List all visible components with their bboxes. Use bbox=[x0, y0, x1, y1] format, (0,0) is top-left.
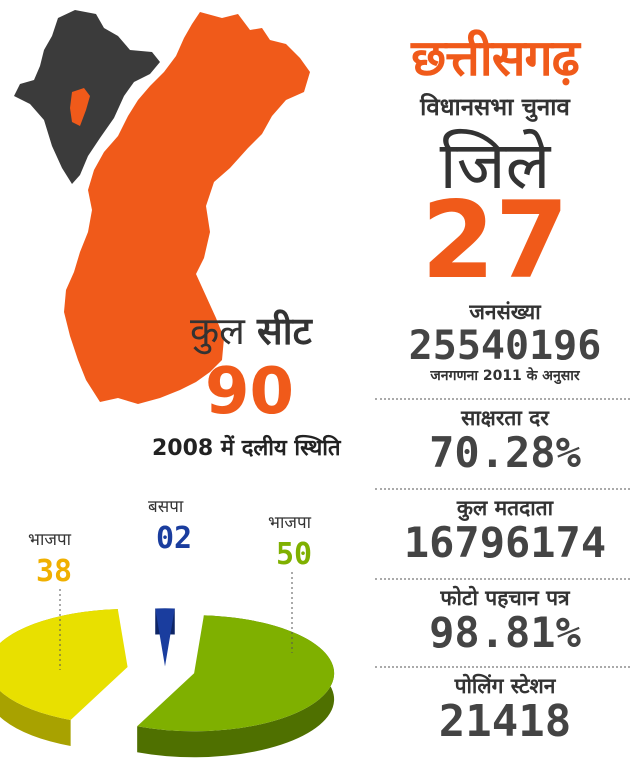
divider bbox=[375, 398, 630, 400]
stat-label: पोलिंग स्टेशन bbox=[454, 674, 556, 698]
pie-category-label: भाजपा bbox=[268, 513, 312, 533]
pie-value-label: 38 bbox=[36, 554, 72, 589]
total-seats-label-bold: सीट bbox=[257, 309, 312, 353]
pie-slice-1 bbox=[0, 609, 128, 747]
stat-note: जनगणना 2011 के अनुसार bbox=[430, 368, 580, 384]
india-state-highlight-icon bbox=[70, 88, 90, 126]
stat-value: 70.28% bbox=[429, 428, 581, 477]
stat-value: 21418 bbox=[438, 696, 572, 747]
stat-label: फोटो पहचान पत्र bbox=[440, 586, 570, 610]
party-pie-chart: भाजपा 38 बसपा 02 भाजपा 50 bbox=[0, 500, 335, 758]
divider bbox=[375, 488, 630, 490]
chhattisgarh-map-icon bbox=[64, 12, 310, 404]
party-position-title: 2008 में दलीय स्थिति bbox=[152, 436, 341, 461]
stat-voters: कुल मतदाता 16796174 bbox=[380, 494, 630, 564]
stat-population: जनसंख्या 25540196 जनगणना 2011 के अनुसार bbox=[380, 298, 630, 385]
stat-value: 25540196 bbox=[408, 323, 602, 369]
stat-label: जनसंख्या bbox=[469, 300, 541, 324]
page-subtitle: विधानसभा चुनाव bbox=[420, 93, 570, 121]
stat-value: 98.81% bbox=[429, 608, 581, 657]
stat-label: साक्षरता दर bbox=[461, 406, 549, 430]
total-seats-label: कुल सीट bbox=[190, 304, 312, 356]
map-graphic bbox=[14, 10, 310, 404]
stat-label: कुल मतदाता bbox=[456, 496, 554, 520]
pie-category-label: बसपा bbox=[148, 500, 184, 517]
stat-literacy: साक्षरता दर 70.28% bbox=[380, 404, 630, 474]
stat-value: 16796174 bbox=[403, 518, 607, 567]
divider bbox=[375, 666, 630, 668]
districts-value: 27 bbox=[421, 179, 569, 302]
divider bbox=[375, 578, 630, 580]
stat-photo-id: फोटो पहचान पत्र 98.81% bbox=[380, 584, 630, 654]
total-seats-label-prefix: कुल bbox=[190, 309, 245, 353]
pie-slice-3 bbox=[137, 615, 335, 758]
total-seats-value: 90 bbox=[205, 355, 295, 429]
pie-value-label: 50 bbox=[276, 537, 312, 572]
pie-slice-top bbox=[155, 608, 175, 667]
pie-value-label: 02 bbox=[156, 521, 192, 556]
pie-slice-top bbox=[137, 615, 335, 732]
pie-slice-2 bbox=[155, 608, 175, 667]
page-title: छत्तीसगढ़ bbox=[411, 29, 580, 87]
pie-slice-top bbox=[0, 609, 128, 721]
districts-label: जिले bbox=[439, 127, 551, 204]
pie-category-label: भाजपा bbox=[28, 530, 72, 550]
stat-polling-stations: पोलिंग स्टेशन 21418 bbox=[380, 672, 630, 744]
